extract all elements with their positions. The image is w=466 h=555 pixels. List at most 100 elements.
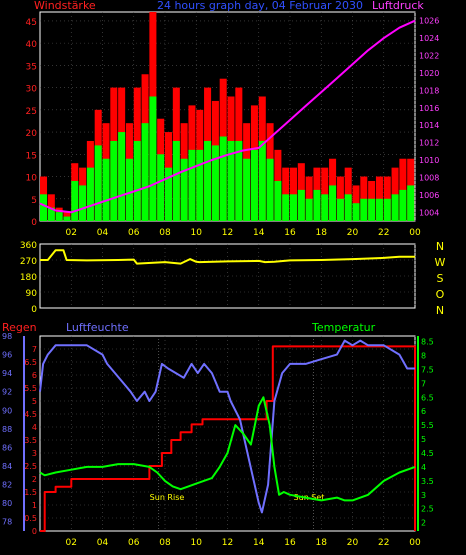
gust-bar [79,185,87,221]
temperature-tick-label: 2.5 [421,505,434,514]
gust-bar [47,207,55,221]
rain-tick-label: 6 [32,371,37,380]
gust-bar [172,140,180,221]
time-tick-label: 04 [97,538,109,548]
pressure-tick-label: 1004 [419,208,439,217]
gust-bar [110,140,118,221]
humidity-tick-label: 84 [2,462,12,471]
pressure-tick-label: 1010 [419,156,439,165]
temperature-tick-label: 5 [421,435,426,444]
time-tick-label: 08 [159,538,171,548]
gust-bar [336,198,344,221]
gust-bar [250,149,258,221]
temperature-tick-label: 3 [421,491,426,500]
wind-tick-label: 40 [26,40,38,50]
rain-tick-label: 0.5 [24,514,37,523]
rain-tick-label: 3 [32,449,37,458]
gust-bar [368,198,376,221]
rain-tick-label: 4 [32,423,37,432]
rain-tick-label: 0 [32,527,37,536]
compass-label: W [435,256,446,269]
compass-label: O [436,288,445,301]
pressure-tick-label: 1026 [419,17,439,26]
time-tick-label: 22 [378,228,389,238]
gust-bar [55,212,63,221]
wind-pressure-panel: 0510152025303540451004100610081010101210… [26,11,439,238]
humidity-tick-label: 94 [2,369,12,378]
gust-bar [274,180,282,221]
pressure-tick-label: 1020 [419,69,439,78]
gust-bar [40,194,48,221]
temperature-tick-label: 6.5 [421,393,434,402]
gust-bar [344,194,352,221]
humidity-tick-label: 86 [2,443,12,452]
humidity-tick-label: 90 [2,406,12,415]
compass-label: S [437,272,444,285]
humidity-tick-label: 96 [2,351,12,360]
humidity-tick-label: 92 [2,388,12,397]
time-tick-label: 02 [66,538,77,548]
time-tick-label: 16 [284,538,296,548]
temperature-tick-label: 6 [421,407,426,416]
gust-bar [375,198,383,221]
gust-bar [360,198,368,221]
gust-bar [313,189,321,221]
gust-bar [94,145,102,221]
direction-tick-label: 90 [26,289,38,299]
gust-bar [227,140,235,221]
gust-bar [125,158,133,221]
rain-tick-label: 1.5 [24,488,37,497]
gust-bar [180,158,188,221]
pressure-tick-label: 1014 [419,121,439,130]
time-tick-label: 20 [347,228,359,238]
humidity-line [39,339,415,514]
pressure-tick-label: 1018 [419,86,439,95]
gust-bar [297,189,305,221]
wind-tick-label: 25 [26,107,37,117]
time-tick-label: 12 [222,228,233,238]
gust-bar [321,194,329,221]
humidity-rain-temperature-panel: 00.511.522.533.544.555.566.5778808284868… [2,332,434,548]
temperature-line [39,396,416,502]
time-tick-label: 00 [409,228,421,238]
gust-bar [165,167,173,221]
time-tick-label: 20 [347,538,359,548]
pressure-tick-label: 1016 [419,104,439,113]
rain-tick-label: 3.5 [24,436,37,445]
pressure-line [39,19,416,214]
wind-tick-label: 15 [26,151,37,161]
pressure-axis-label: Luftdruck [372,0,424,12]
time-tick-label: 08 [159,228,171,238]
humidity-tick-label: 80 [2,499,12,508]
compass-label: N [436,304,444,317]
gust-bar [235,140,243,221]
gust-bar [196,149,204,221]
wind-tick-label: 0 [31,218,37,228]
time-tick-label: 10 [191,538,203,548]
gust-bar [329,185,337,221]
gust-bar [219,136,227,221]
gust-bar [188,149,196,221]
wind-tick-label: 10 [26,174,38,184]
time-tick-label: 04 [97,228,109,238]
time-tick-label: 16 [284,228,296,238]
rain-tick-label: 6.5 [24,358,37,367]
gust-bar [282,194,290,221]
temperature-tick-label: 7.5 [421,365,434,374]
time-tick-label: 18 [316,538,328,548]
wind-tick-label: 45 [26,18,37,28]
gust-bar [290,194,298,221]
humidity-tick-label: 88 [2,425,12,434]
gust-bar [102,158,110,221]
gust-bar [305,198,313,221]
temperature-tick-label: 2 [421,519,426,528]
pressure-tick-label: 1006 [419,191,439,200]
temperature-tick-label: 8.5 [421,338,434,347]
rain-line [40,345,416,532]
gust-bar [86,167,94,221]
compass-label: N [436,240,444,253]
time-tick-label: 10 [191,228,203,238]
wind-tick-label: 20 [26,129,38,139]
gust-bar [118,132,126,221]
gust-bar [383,198,391,221]
